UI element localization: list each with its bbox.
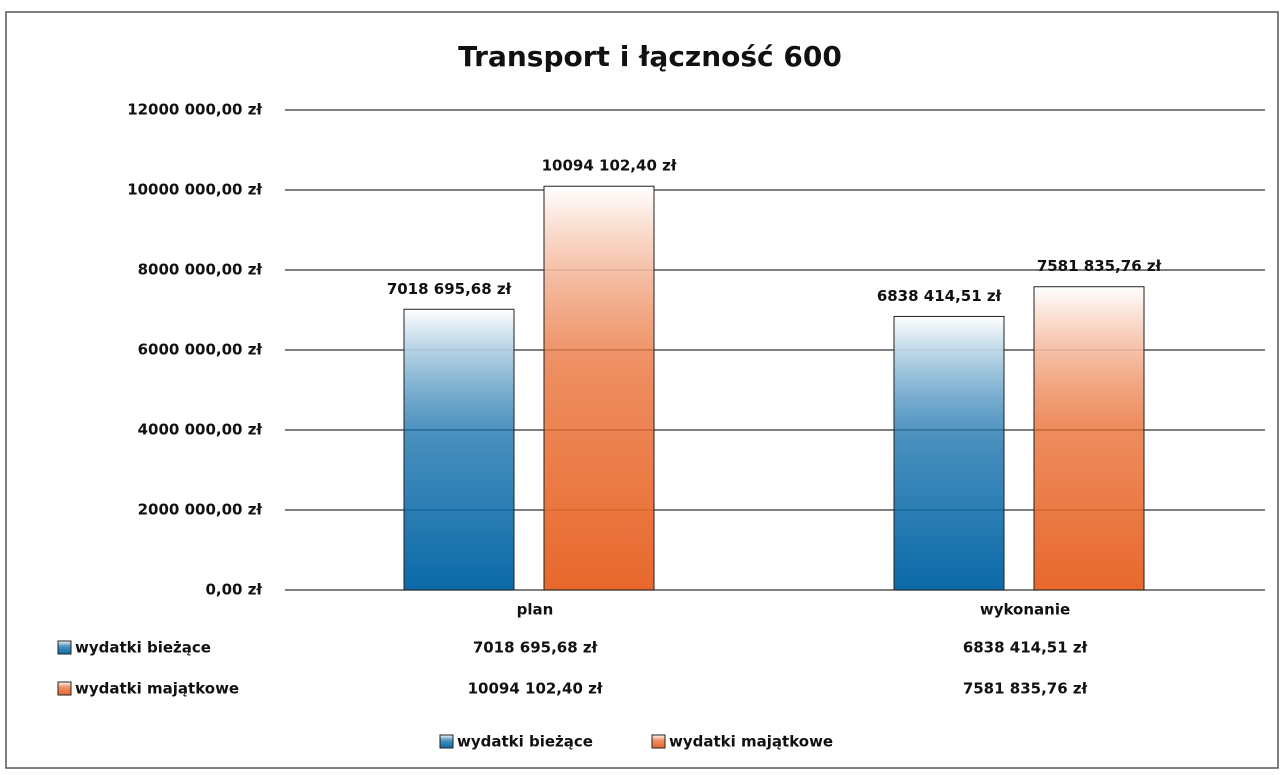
x-tick-label: wykonanie bbox=[980, 601, 1070, 619]
y-tick-label: 8000 000,00 zł bbox=[138, 261, 263, 279]
table-legend-key bbox=[57, 640, 72, 655]
table-cell: 10094 102,40 zł bbox=[468, 680, 603, 698]
data-label: 6838 414,51 zł bbox=[877, 287, 1002, 305]
table-legend-key bbox=[57, 681, 72, 696]
bar bbox=[543, 185, 655, 591]
table-cell: 7581 835,76 zł bbox=[963, 680, 1088, 698]
legend-label: wydatki majątkowe bbox=[669, 733, 833, 751]
data-label: 7581 835,76 zł bbox=[1037, 257, 1162, 275]
x-tick-label: plan bbox=[517, 601, 554, 619]
y-tick-label: 4000 000,00 zł bbox=[138, 421, 263, 439]
bar bbox=[403, 308, 515, 591]
y-tick-label: 2000 000,00 zł bbox=[138, 501, 263, 519]
data-label: 7018 695,68 zł bbox=[387, 280, 512, 298]
bar bbox=[893, 315, 1005, 591]
legend-label: wydatki bieżące bbox=[457, 733, 593, 751]
table-cell: 6838 414,51 zł bbox=[963, 639, 1088, 657]
y-tick-label: 10000 000,00 zł bbox=[127, 181, 262, 199]
y-tick-label: 12000 000,00 zł bbox=[127, 101, 262, 119]
y-tick-label: 0,00 zł bbox=[205, 581, 262, 599]
table-cell: 7018 695,68 zł bbox=[473, 639, 598, 657]
legend-key bbox=[439, 734, 454, 749]
data-label: 10094 102,40 zł bbox=[542, 157, 677, 175]
chart-title: Transport i łączność 600 bbox=[458, 40, 842, 73]
table-legend-label: wydatki bieżące bbox=[75, 639, 211, 657]
table-legend-label: wydatki majątkowe bbox=[75, 680, 239, 698]
legend-key bbox=[651, 734, 666, 749]
bar bbox=[1033, 286, 1145, 591]
y-tick-label: 6000 000,00 zł bbox=[138, 341, 263, 359]
